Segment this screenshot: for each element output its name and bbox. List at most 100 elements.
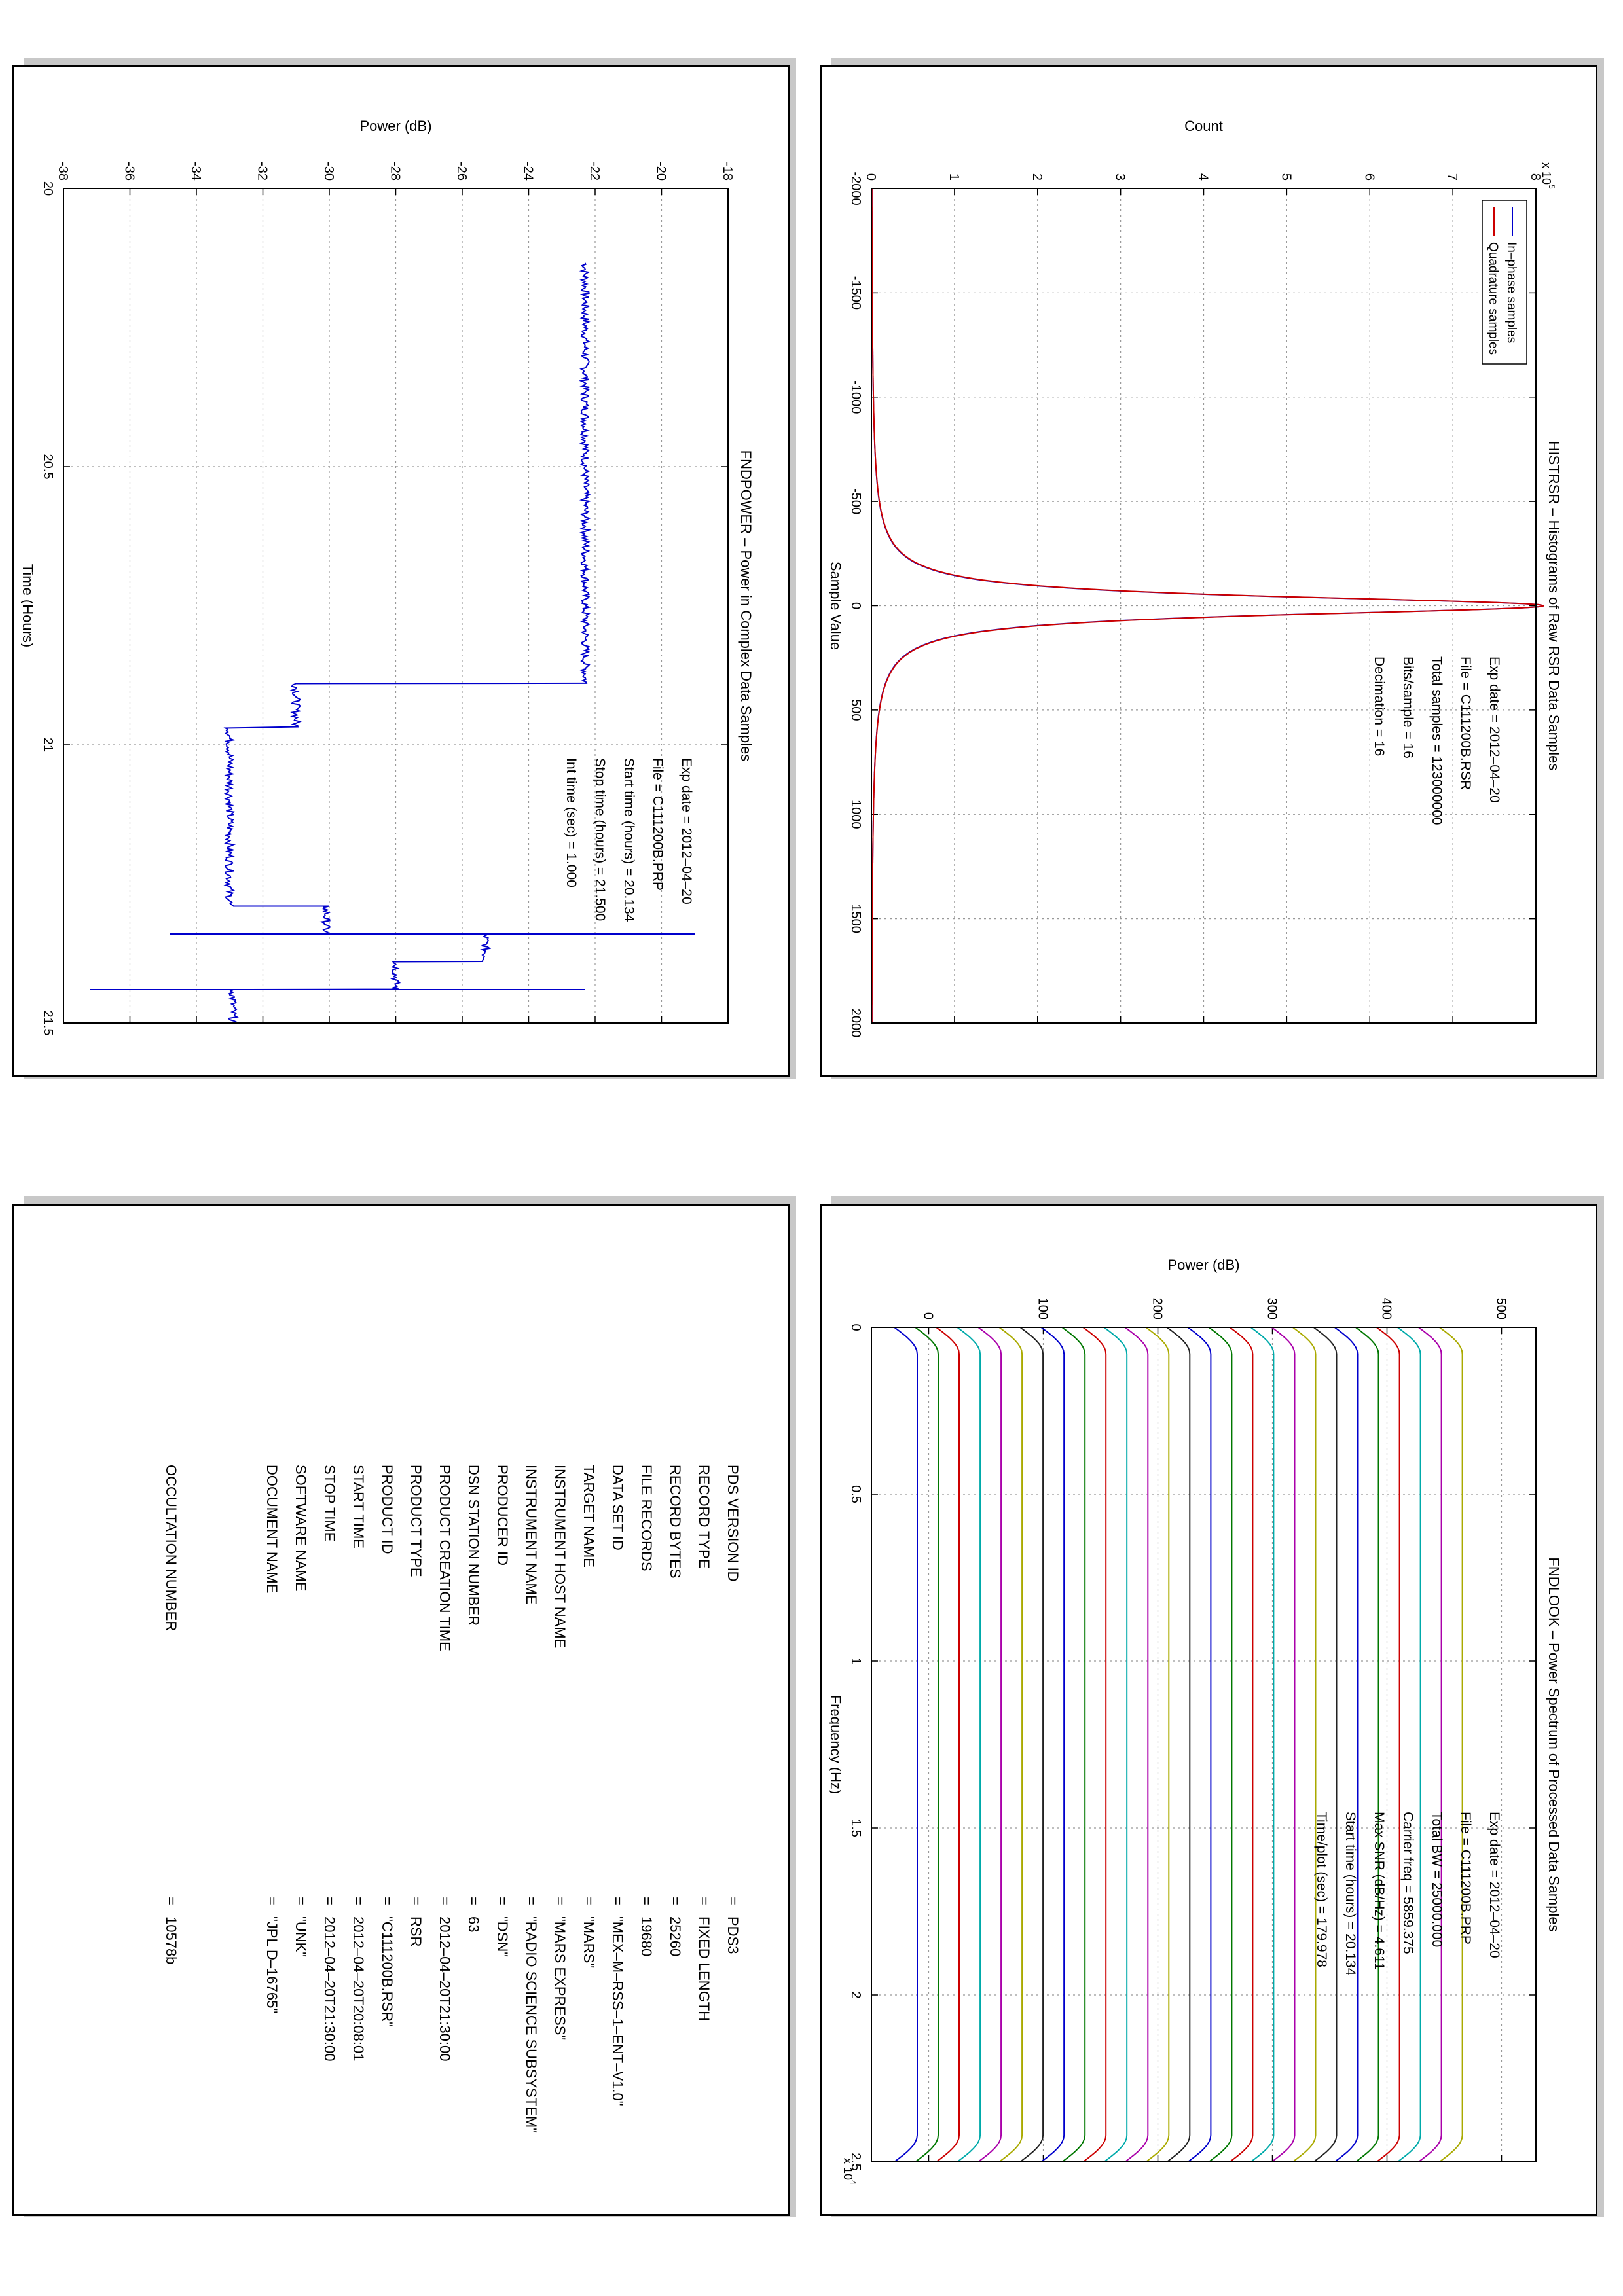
label-key: STOP TIME [321, 1465, 338, 1542]
spectrum-series-line [1439, 1327, 1463, 2162]
chart-title: FNDLOOK – Power Spectrum of Processed Da… [1546, 1557, 1562, 1931]
label-value: 2012–04–20T21:30:00 [437, 1916, 453, 2062]
x-tick-label: -500 [848, 488, 863, 514]
y-axis-label: Count [1184, 118, 1223, 134]
y-tick-label: -26 [454, 162, 469, 181]
annotation-text: Int time (sec) = 1.000 [564, 758, 579, 888]
x-tick-label: 2000 [848, 1009, 863, 1038]
label-key: PRODUCT TYPE [408, 1465, 424, 1577]
annotation-text: Total BW = 25000.000 [1429, 1812, 1444, 1947]
annotation-text: Total samples = 123000000 [1429, 656, 1444, 825]
annotation-text: Carrier freq = 5859.375 [1400, 1812, 1415, 1954]
spectrum-series-line [894, 1327, 918, 2162]
label-key: INSTRUMENT NAME [523, 1465, 539, 1605]
quadrature-samples-line [871, 188, 1544, 1023]
spectrum-series-line [1061, 1327, 1086, 2162]
histogram-panel: -2000 -1500 -1000 -500 0 500 1000 1500 2000 0 1 2 3 4… [820, 58, 1605, 1079]
annotation-text: Bits/sample = 16 [1400, 656, 1415, 759]
x-tick-label: 1.5 [848, 1819, 863, 1837]
label-value: "MARS" [581, 1916, 597, 1969]
spectrum-series-line [977, 1327, 1002, 2162]
panel-frame: -2000 -1500 -1000 -500 0 500 1000 1500 2000 0 1 2 3 4… [820, 65, 1597, 1077]
spectrum-series-line [1103, 1327, 1128, 2162]
label-equals: = [163, 1897, 179, 1905]
spectrum-series-line [1397, 1327, 1421, 2162]
label-value: "JPL D–16765" [264, 1916, 280, 2014]
x-tick-label: -1500 [848, 276, 863, 310]
chart-title: HISTRSR – Histograms of Raw RSR Data Sam… [1546, 441, 1562, 771]
spectrum-panel: 0 0.5 1 1.5 2 2.5 0 100 200 300 400 500 FNDLOOK – Po… [820, 1196, 1605, 2217]
annotation-text: Max SNR (dB/Hz) = 4.611 [1372, 1812, 1387, 1970]
spectrum-series-line [1187, 1327, 1212, 2162]
y-tick-label: 3 [1113, 173, 1127, 181]
annotation-text: Start time (hours) = 20.134 [621, 758, 636, 922]
y-tick-label: 200 [1150, 1298, 1165, 1319]
label-panel: PDS VERSION ID = PDS3 RECORD TYPE = FIXED LEN… [12, 1196, 797, 2217]
y-tick-label: -30 [321, 162, 336, 181]
spectrum-series-line [1313, 1327, 1338, 2162]
spectrum-series-line [1082, 1327, 1107, 2162]
label-key: PDS VERSION ID [725, 1465, 741, 1582]
panel-frame: PDS VERSION ID = PDS3 RECORD TYPE = FIXED LEN… [12, 1204, 790, 2216]
power-chart: 20 20.5 21 21.5 -38 -36 -34 -32 -30 -28 -26 -24 -22 -… [21, 118, 754, 1035]
label-equals: = [465, 1897, 482, 1905]
label-equals: = [523, 1897, 539, 1905]
legend-entry: Quadrature samples [1486, 242, 1500, 355]
label-value: "DSN" [494, 1916, 511, 1958]
annotation-text: File = C111200B.RSR [1458, 656, 1473, 790]
plot-border [871, 188, 1537, 1024]
annotation-text: Exp date = 2012–04–20 [1487, 1812, 1502, 1958]
y-tick-label: 500 [1494, 1298, 1508, 1319]
x-tick-label: 1500 [848, 904, 863, 933]
label-value: RSR [408, 1916, 424, 1947]
label-equals: = [696, 1897, 712, 1905]
plot-area [64, 188, 728, 1023]
plot-border [63, 188, 729, 1024]
spectrum-series-line [1124, 1327, 1149, 2162]
y-tick-label: 0 [864, 173, 878, 181]
annotation-text: Decimation = 16 [1372, 656, 1387, 756]
y-tick-label: 2 [1030, 173, 1044, 181]
x-tick-label: -2000 [848, 171, 863, 205]
panel-frame: 20 20.5 21 21.5 -38 -36 -34 -32 -30 -28 -26 -24 -22 -… [12, 65, 790, 1077]
y-tick-label: 100 [1036, 1298, 1050, 1319]
y-tick-label: -32 [255, 162, 270, 181]
power-panel: 20 20.5 21 21.5 -38 -36 -34 -32 -30 -28 -26 -24 -22 -… [12, 58, 797, 1079]
x-axis-label: Time (Hours) [21, 564, 36, 648]
label-key: FILE RECORDS [638, 1465, 655, 1571]
plot-border [871, 1327, 1537, 2162]
label-equals: = [667, 1897, 684, 1905]
panel-frame: 0 0.5 1 1.5 2 2.5 0 100 200 300 400 500 FNDLOOK – Po… [820, 1204, 1597, 2216]
y-tick-label: -20 [654, 162, 668, 181]
label-equals: = [581, 1897, 597, 1905]
y-tick-label: 0 [921, 1312, 936, 1319]
label-key: PRODUCT ID [379, 1465, 395, 1554]
x-tick-label: 21 [41, 738, 55, 752]
x-multiplier-exponent: 4 [848, 2180, 858, 2185]
spectrum-series-line [1040, 1327, 1065, 2162]
y-tick-label: -24 [521, 162, 536, 181]
annotation-text: Exp date = 2012–04–20 [679, 758, 694, 905]
label-equals: = [350, 1897, 367, 1905]
y-multiplier-exponent: 5 [1547, 185, 1556, 189]
legend-entry: In–phase samples [1504, 242, 1518, 343]
spectrum-series-line [1355, 1327, 1379, 2162]
label-key: RECORD BYTES [667, 1465, 684, 1579]
label-key: DATA SET ID [610, 1465, 626, 1551]
x-tick-label: 20 [41, 181, 55, 196]
label-value: 63 [465, 1916, 482, 1933]
label-value: 10578b [163, 1916, 179, 1965]
spectrum-series-line [957, 1327, 981, 2162]
spectrum-series-line [1418, 1327, 1442, 2162]
y-tick-label: 8 [1528, 173, 1542, 181]
spectrum-series-line [1229, 1327, 1254, 2162]
x-tick-label: 1000 [848, 800, 863, 829]
label-equals: = [638, 1897, 655, 1905]
spectrum-series-line [1145, 1327, 1170, 2162]
label-value: 2012–04–20T21:30:00 [321, 1916, 338, 2062]
y-tick-label: -18 [720, 162, 735, 181]
annotation-text: Start time (hours) = 20.134 [1343, 1812, 1358, 1976]
x-tick-label: 0 [848, 602, 863, 609]
label-value: 25260 [667, 1916, 684, 1957]
label-value: "C111200B.RSR" [379, 1916, 395, 2027]
